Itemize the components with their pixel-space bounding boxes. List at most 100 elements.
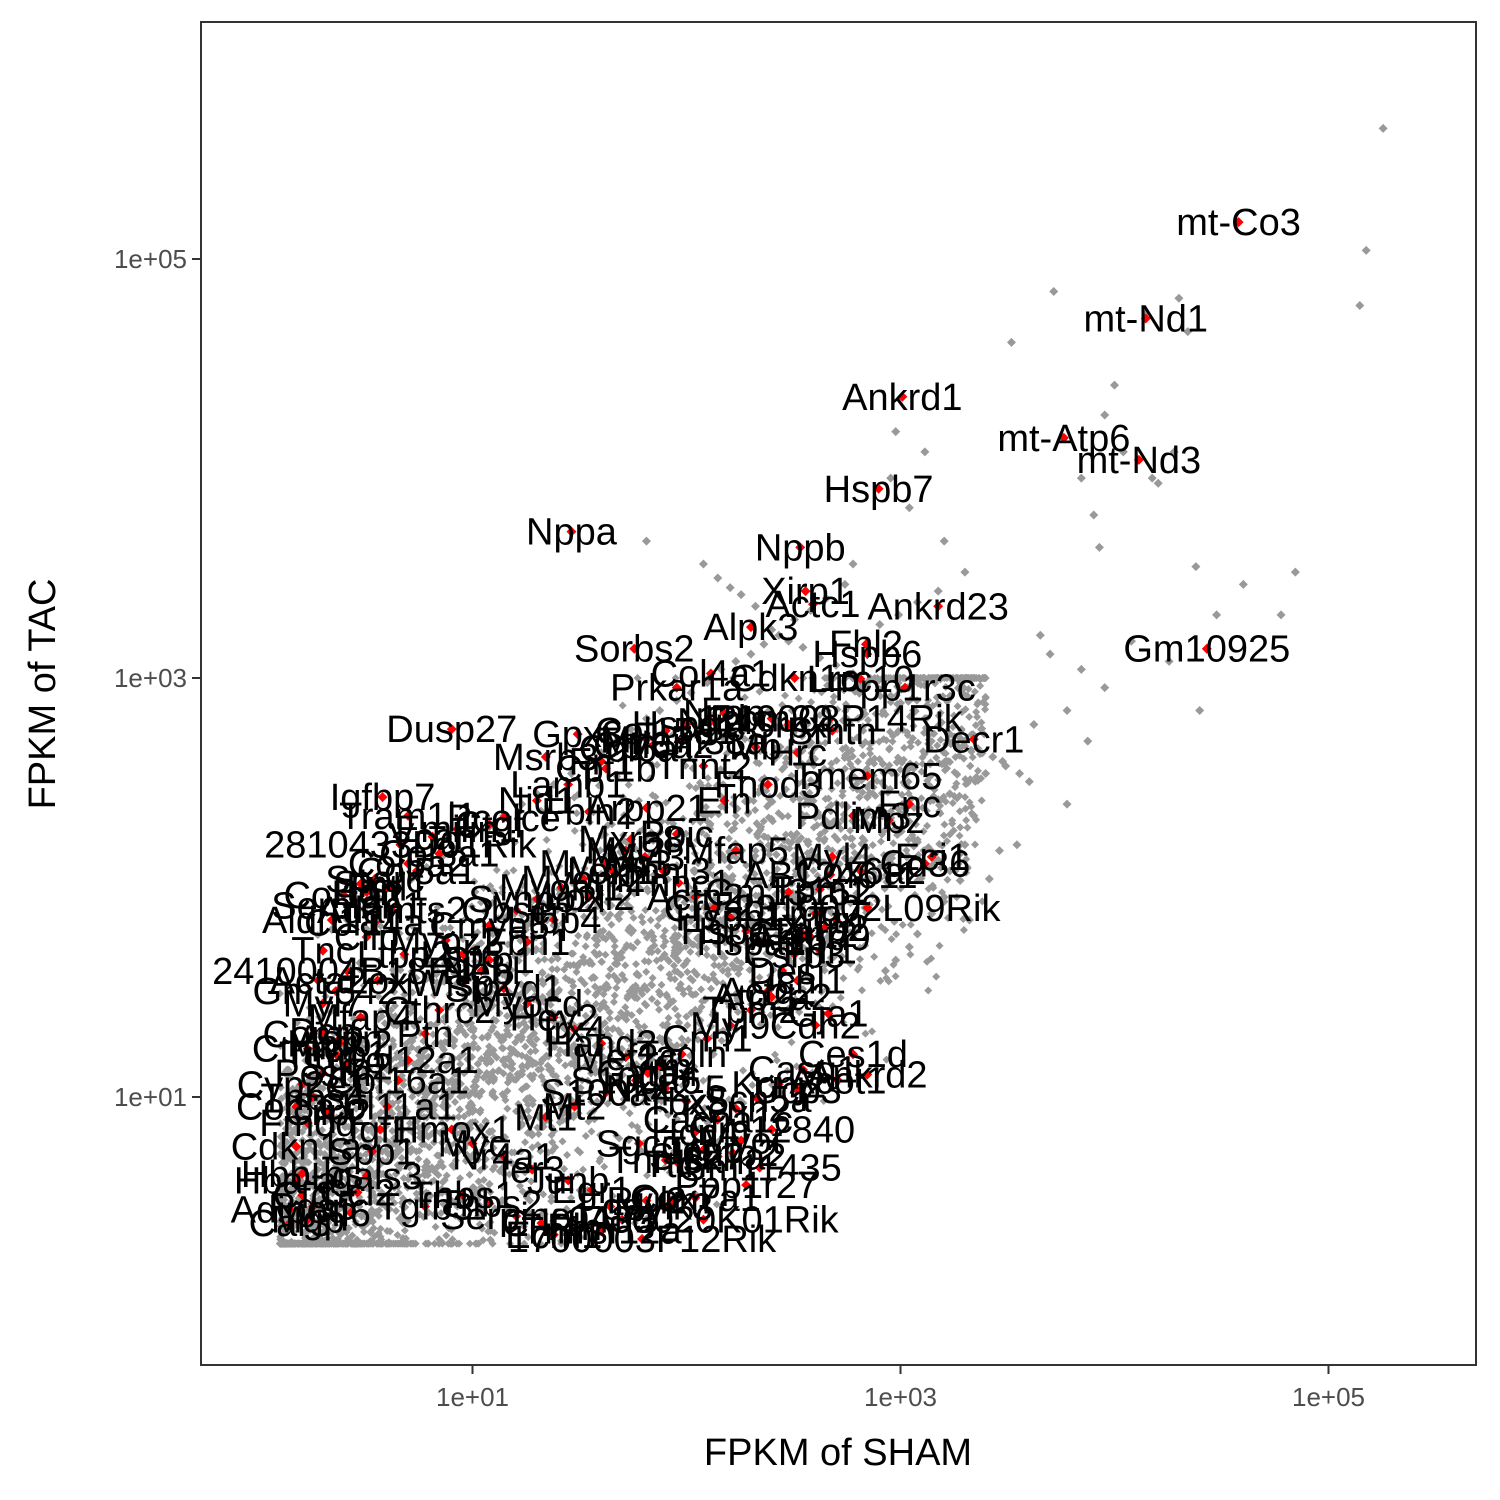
background-point	[533, 1123, 542, 1132]
background-point	[705, 1074, 714, 1083]
background-point	[759, 997, 768, 1006]
background-point	[694, 859, 703, 868]
background-point	[521, 969, 530, 978]
background-point	[841, 833, 850, 842]
background-point	[808, 1068, 817, 1077]
background-point	[427, 1067, 436, 1076]
background-point	[838, 791, 847, 800]
background-point	[803, 946, 812, 955]
background-point	[648, 760, 657, 769]
background-point	[723, 965, 732, 974]
background-point	[766, 952, 775, 961]
gene-label: Alpk3	[703, 607, 798, 649]
background-point	[932, 972, 941, 981]
background-point	[561, 1061, 570, 1070]
background-point	[445, 990, 454, 999]
background-point	[478, 1033, 487, 1042]
background-point	[616, 908, 625, 917]
background-point	[521, 1042, 530, 1051]
background-point	[872, 777, 881, 786]
background-point	[876, 692, 885, 701]
background-point	[864, 716, 873, 725]
background-point	[547, 868, 556, 877]
background-points	[275, 123, 1388, 1248]
y-tick-label: 1e+03	[114, 663, 187, 693]
background-point	[841, 764, 850, 773]
background-point	[702, 831, 711, 840]
background-point	[923, 821, 932, 830]
background-point	[793, 943, 802, 952]
background-point	[839, 1018, 848, 1027]
background-point	[833, 779, 842, 788]
background-point	[544, 1017, 553, 1026]
background-point	[276, 1119, 285, 1128]
background-point	[518, 1112, 527, 1121]
background-point	[615, 864, 624, 873]
background-point	[890, 917, 899, 926]
background-point	[706, 1021, 715, 1030]
background-point	[305, 1014, 314, 1023]
background-point	[855, 793, 864, 802]
gene-label: Gm10925	[1123, 629, 1290, 671]
background-point	[653, 760, 662, 769]
background-point	[867, 929, 876, 938]
background-point	[755, 687, 764, 696]
background-point	[730, 1003, 739, 1012]
background-point	[804, 972, 813, 981]
gene-label: mt-Nd1	[1083, 298, 1208, 340]
gene-label: Hmox1	[392, 1109, 512, 1151]
background-point	[642, 1214, 651, 1223]
background-point	[789, 791, 798, 800]
background-point	[788, 986, 797, 995]
background-point	[447, 1225, 456, 1234]
background-point	[820, 960, 829, 969]
background-point	[810, 686, 819, 695]
background-point	[583, 987, 592, 996]
background-point	[718, 979, 727, 988]
background-point	[461, 914, 470, 923]
background-point	[664, 875, 673, 884]
background-point	[632, 869, 641, 878]
x-tick-label: 1e+03	[864, 1382, 937, 1412]
background-point	[748, 1081, 757, 1090]
background-point	[941, 683, 950, 692]
background-point	[482, 1000, 491, 1009]
y-tick-label: 1e+05	[114, 244, 187, 274]
background-point	[513, 931, 522, 940]
background-point	[469, 1039, 478, 1048]
background-point	[772, 723, 781, 732]
background-point	[798, 901, 807, 910]
background-point	[820, 966, 829, 975]
background-point	[712, 940, 721, 949]
background-point	[965, 712, 974, 721]
background-point	[449, 1113, 458, 1122]
background-point	[373, 1061, 382, 1070]
background-point	[758, 909, 767, 918]
background-point	[876, 976, 885, 985]
background-point	[977, 796, 986, 805]
background-point	[738, 816, 747, 825]
background-point	[685, 1051, 694, 1060]
gene-label: Hspa1b	[696, 922, 827, 964]
background-point	[599, 1053, 608, 1062]
background-point	[776, 946, 785, 955]
background-point	[493, 954, 502, 963]
background-point	[741, 873, 750, 882]
background-point	[664, 1036, 673, 1045]
background-point	[664, 1014, 673, 1023]
background-point	[886, 698, 895, 707]
background-point	[973, 712, 982, 721]
background-point	[473, 1044, 482, 1053]
background-point	[383, 1156, 392, 1165]
background-point	[776, 791, 785, 800]
background-point	[298, 1093, 307, 1102]
background-point	[755, 759, 764, 768]
background-point	[587, 1097, 596, 1106]
background-point	[465, 1239, 474, 1248]
background-point	[405, 934, 414, 943]
gene-label: Hspg2	[632, 704, 742, 746]
background-point	[926, 772, 935, 781]
y-axis-title: FPKM of TAC	[22, 579, 64, 810]
background-point	[798, 732, 807, 741]
background-point	[479, 883, 488, 892]
